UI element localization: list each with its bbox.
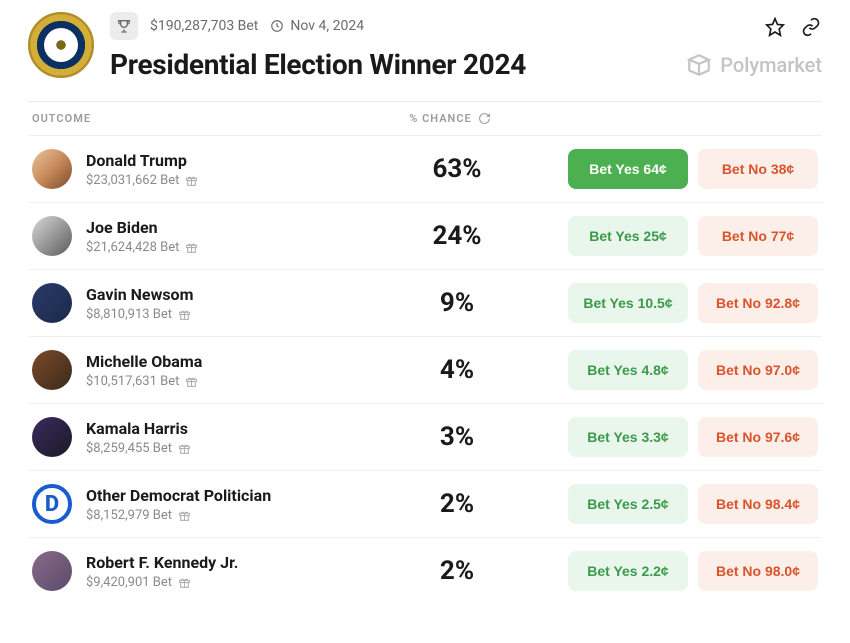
col-chance: % CHANCE bbox=[409, 112, 471, 125]
outcome-name: Donald Trump bbox=[86, 151, 346, 170]
bet-no-button[interactable]: Bet No 77¢ bbox=[698, 216, 818, 256]
outcome-bet-amount: $21,624,428 Bet bbox=[86, 240, 179, 255]
outcome-bet-amount: $8,152,979 Bet bbox=[86, 508, 172, 523]
outcome-bet-amount: $9,420,901 Bet bbox=[86, 575, 172, 590]
outcome-chance: 3% bbox=[360, 422, 554, 452]
favorite-button[interactable] bbox=[764, 16, 786, 38]
outcome-name: Gavin Newsom bbox=[86, 285, 346, 304]
outcome-chance: 63% bbox=[360, 154, 554, 184]
bet-no-button[interactable]: Bet No 97.0¢ bbox=[698, 350, 818, 390]
gift-icon[interactable] bbox=[178, 509, 191, 522]
outcome-chance: 9% bbox=[360, 288, 554, 318]
refresh-icon[interactable] bbox=[478, 112, 491, 125]
gift-icon[interactable] bbox=[185, 174, 198, 187]
outcome-bet-amount: $8,810,913 Bet bbox=[86, 307, 172, 322]
clock-icon bbox=[270, 19, 284, 33]
bet-no-button[interactable]: Bet No 98.0¢ bbox=[698, 551, 818, 591]
brand-watermark: Polymarket bbox=[686, 52, 822, 78]
star-icon bbox=[765, 17, 785, 37]
bet-no-button[interactable]: Bet No 38¢ bbox=[698, 149, 818, 189]
bet-yes-button[interactable]: Bet Yes 2.2¢ bbox=[568, 551, 688, 591]
bet-yes-button[interactable]: Bet Yes 3.3¢ bbox=[568, 417, 688, 457]
outcome-row: Kamala Harris $8,259,455 Bet 3% Bet Yes 3.3… bbox=[28, 403, 822, 470]
outcome-name: Joe Biden bbox=[86, 218, 346, 237]
bet-total-value: $190,287,703 Bet bbox=[150, 18, 258, 34]
outcome-chance: 2% bbox=[360, 556, 554, 586]
outcome-name: Robert F. Kennedy Jr. bbox=[86, 553, 346, 572]
avatar bbox=[32, 350, 72, 390]
outcomes-list: Donald Trump $23,031,662 Bet 63% Bet Yes 64… bbox=[28, 135, 822, 604]
avatar bbox=[32, 149, 72, 189]
gift-icon[interactable] bbox=[178, 442, 191, 455]
outcome-row: D Other Democrat Politician $8,152,979 Bet… bbox=[28, 470, 822, 537]
outcome-row: Michelle Obama $10,517,631 Bet 4% Bet Yes 4… bbox=[28, 336, 822, 403]
outcome-name: Michelle Obama bbox=[86, 352, 346, 371]
brand-name: Polymarket bbox=[720, 53, 822, 77]
market-title: Presidential Election Winner 2024 bbox=[110, 48, 526, 81]
bet-yes-button[interactable]: Bet Yes 64¢ bbox=[568, 149, 688, 189]
bet-no-button[interactable]: Bet No 98.4¢ bbox=[698, 484, 818, 524]
avatar bbox=[32, 216, 72, 256]
avatar bbox=[32, 551, 72, 591]
bet-no-button[interactable]: Bet No 92.8¢ bbox=[698, 283, 818, 323]
avatar bbox=[32, 417, 72, 457]
outcome-bet-amount: $10,517,631 Bet bbox=[86, 374, 179, 389]
gift-icon[interactable] bbox=[185, 375, 198, 388]
bet-no-button[interactable]: Bet No 97.6¢ bbox=[698, 417, 818, 457]
bet-yes-button[interactable]: Bet Yes 2.5¢ bbox=[568, 484, 688, 524]
outcome-row: Gavin Newsom $8,810,913 Bet 9% Bet Yes 10.5… bbox=[28, 269, 822, 336]
outcome-name: Other Democrat Politician bbox=[86, 486, 346, 505]
gift-icon[interactable] bbox=[178, 308, 191, 321]
link-icon bbox=[801, 17, 821, 37]
outcome-chance: 4% bbox=[360, 355, 554, 385]
col-outcome: OUTCOME bbox=[32, 112, 352, 125]
outcome-chance: 24% bbox=[360, 221, 554, 251]
outcome-row: Robert F. Kennedy Jr. $9,420,901 Bet 2% Bet… bbox=[28, 537, 822, 604]
bet-yes-button[interactable]: Bet Yes 25¢ bbox=[568, 216, 688, 256]
outcome-bet-amount: $8,259,455 Bet bbox=[86, 441, 172, 456]
resolution-date: Nov 4, 2024 bbox=[270, 18, 364, 34]
gift-icon[interactable] bbox=[178, 576, 191, 589]
resolution-date-value: Nov 4, 2024 bbox=[290, 18, 364, 34]
outcome-row: Donald Trump $23,031,662 Bet 63% Bet Yes 64… bbox=[28, 135, 822, 202]
polymarket-logo-icon bbox=[686, 52, 712, 78]
trophy-badge bbox=[110, 12, 138, 40]
outcome-bet-amount: $23,031,662 Bet bbox=[86, 173, 179, 188]
avatar: D bbox=[32, 484, 72, 524]
bet-yes-button[interactable]: Bet Yes 4.8¢ bbox=[568, 350, 688, 390]
outcome-row: Joe Biden $21,624,428 Bet 24% Bet Yes 25¢Be… bbox=[28, 202, 822, 269]
bet-yes-button[interactable]: Bet Yes 10.5¢ bbox=[568, 283, 688, 323]
header-divider bbox=[28, 101, 822, 102]
avatar bbox=[32, 283, 72, 323]
share-link-button[interactable] bbox=[800, 16, 822, 38]
market-seal-image bbox=[28, 12, 94, 78]
gift-icon[interactable] bbox=[185, 241, 198, 254]
list-header: OUTCOME % CHANCE bbox=[28, 112, 822, 135]
outcome-name: Kamala Harris bbox=[86, 419, 346, 438]
bet-total: $190,287,703 Bet bbox=[150, 18, 258, 34]
outcome-chance: 2% bbox=[360, 489, 554, 519]
